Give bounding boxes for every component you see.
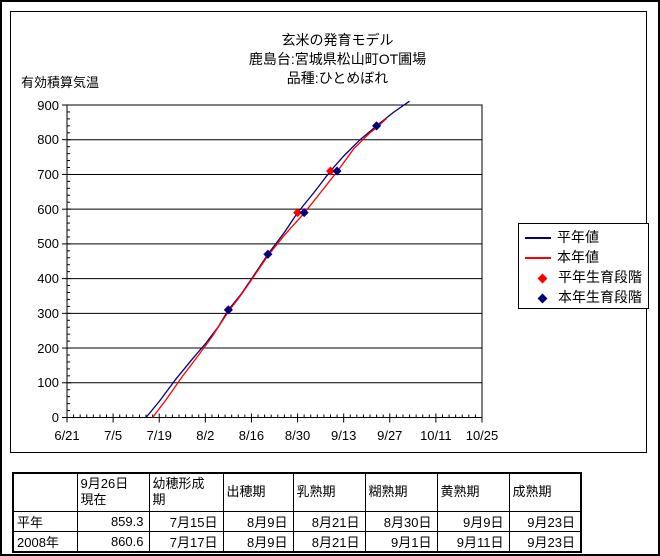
chart-title-line-1: 玄米の発育モデル <box>281 32 394 48</box>
y-axis-label: 有効積算気温 <box>21 75 100 90</box>
legend-label: 本年生育段階 <box>558 289 642 305</box>
cell-value: 8月30日 <box>364 510 438 532</box>
legend-label: 本年値 <box>557 249 599 265</box>
legend: 平年値 本年値 平年生育段階 本年生育段階 <box>518 223 649 309</box>
table-row-heinen: 平年 859.3 7月15日 8月9日 8月21日 8月30日 9月9日 9月2… <box>12 510 582 532</box>
cell-value: 9月9日 <box>436 510 510 532</box>
row-label: 2008年 <box>12 530 78 552</box>
table-header-panicle-formation: 幼穂形成 期 <box>148 472 224 512</box>
stages-table: 9月26日 現在 幼穂形成 期 出穂期 乳熟期 糊熟期 黄熟期 成熟期 平年 8… <box>12 472 582 553</box>
legend-item-heinen-stage: 平年生育段階 <box>525 267 648 287</box>
cell-value: 9月1日 <box>364 530 438 552</box>
cell-value: 9月23日 <box>508 510 582 532</box>
table-corner-cell <box>12 472 78 512</box>
legend-label: 平年生育段階 <box>558 269 642 285</box>
chart-area: 0 100 200 300 400 500 600 700 800 900 6/21 7/5 7/19 8… <box>10 11 649 453</box>
cell-value: 8月21日 <box>292 530 366 552</box>
cell-value: 8月9日 <box>222 510 294 532</box>
cell-value: 9月11日 <box>436 530 510 552</box>
line-swatch-icon <box>525 257 551 260</box>
chart-title: 玄米の発育モデル 鹿島台:宮城県松山町OT圃場 品種:ひとめぼれ <box>19 31 656 88</box>
cell-value: 9月23日 <box>508 530 582 552</box>
table-header-yellow-ripe: 黄熟期 <box>436 472 510 512</box>
plot <box>62 100 483 423</box>
diamond-swatch-icon <box>537 293 548 304</box>
cell-value: 7月15日 <box>148 510 224 532</box>
line-swatch-icon <box>525 237 551 240</box>
legend-item-honnen-stage: 本年生育段階 <box>525 287 648 307</box>
cell-value: 860.6 <box>76 530 150 552</box>
chart-title-line-3: 品種:ひとめぼれ <box>286 70 389 86</box>
table-header-row: 9月26日 現在 幼穂形成 期 出穂期 乳熟期 糊熟期 黄熟期 成熟期 <box>12 472 582 512</box>
legend-item-honnen-line: 本年値 <box>525 247 648 267</box>
legend-item-heinen-line: 平年値 <box>525 227 648 247</box>
cell-value: 859.3 <box>76 510 150 532</box>
legend-label: 平年値 <box>557 229 599 245</box>
table-row-2008: 2008年 860.6 7月17日 8月9日 8月21日 9月1日 9月11日 … <box>12 530 582 552</box>
cell-value: 7月17日 <box>148 530 224 552</box>
table-header-current: 9月26日 現在 <box>76 472 150 512</box>
row-label: 平年 <box>12 510 78 532</box>
cell-value: 8月9日 <box>222 530 294 552</box>
table-header-milk-stage: 乳熟期 <box>292 472 366 512</box>
table-header-heading: 出穂期 <box>222 472 294 512</box>
cell-value: 8月21日 <box>292 510 366 532</box>
diamond-swatch-icon <box>537 273 548 284</box>
table-header-maturity: 成熟期 <box>508 472 582 512</box>
table-header-dough-stage: 糊熟期 <box>364 472 438 512</box>
chart-title-line-2: 鹿島台:宮城県松山町OT圃場 <box>248 51 427 67</box>
